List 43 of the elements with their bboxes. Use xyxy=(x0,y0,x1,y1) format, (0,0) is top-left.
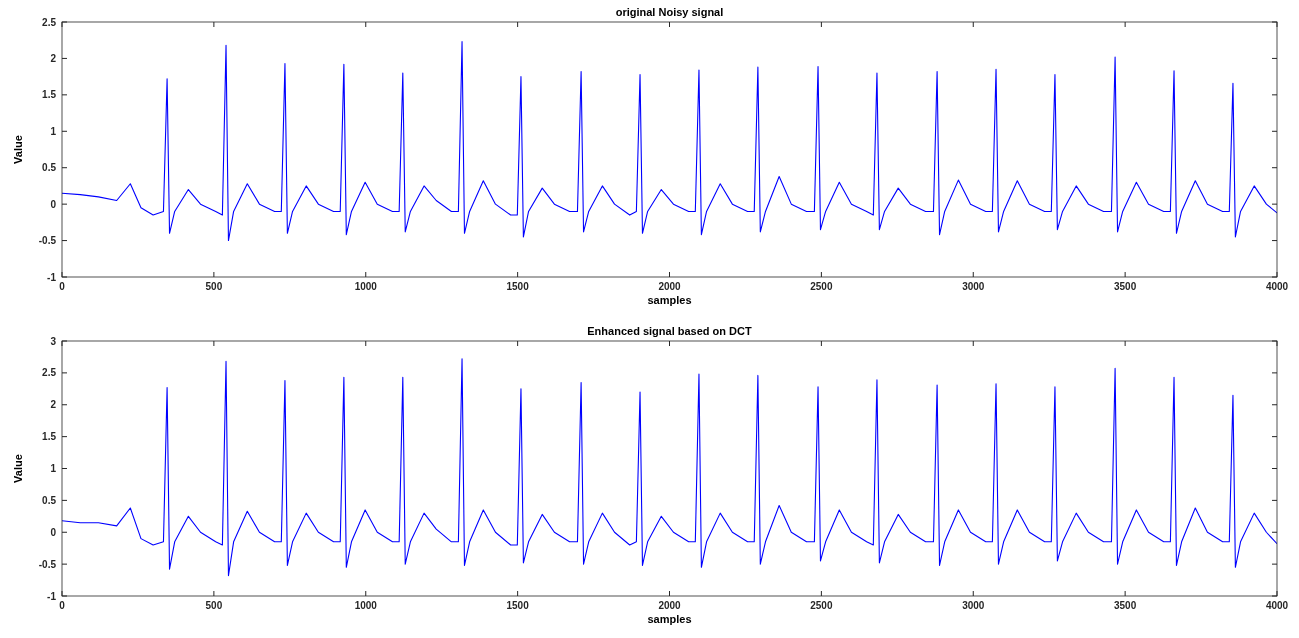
y-tick-label: -0.5 xyxy=(38,558,57,570)
y-tick-label: -0.5 xyxy=(38,235,57,247)
x-tick-label: 500 xyxy=(205,281,223,292)
y-tick-label: 2.5 xyxy=(42,16,57,28)
x-tick-label: 0 xyxy=(59,281,66,292)
y-tick-label: 1 xyxy=(50,463,57,474)
y-axis-title: Value xyxy=(12,454,24,483)
x-tick-label: 2000 xyxy=(658,600,682,611)
y-tick-label: 0.5 xyxy=(42,494,57,506)
y-tick-label: 3 xyxy=(50,335,57,347)
y-tick-label: 0 xyxy=(50,526,57,538)
y-tick-label: 2 xyxy=(50,52,57,64)
x-tick-label: 1500 xyxy=(506,600,530,611)
y-tick-label: 0 xyxy=(50,198,57,210)
y-tick-label: 1.5 xyxy=(42,89,57,101)
x-tick-label: 1000 xyxy=(354,281,378,292)
x-tick-label: 1500 xyxy=(506,281,530,292)
x-tick-label: 3000 xyxy=(962,600,985,611)
y-tick-label: 1 xyxy=(50,125,57,137)
x-tick-label: 3000 xyxy=(962,281,985,292)
y-axis-title: Value xyxy=(12,135,24,164)
x-tick-label: 3500 xyxy=(1114,281,1137,292)
x-axis-title: samples xyxy=(647,613,692,625)
x-tick-label: 4000 xyxy=(1265,600,1289,611)
x-tick-label: 500 xyxy=(205,600,223,611)
y-tick-label: 2.5 xyxy=(42,367,57,379)
chart-title: Enhanced signal based on DCT xyxy=(587,325,752,337)
y-tick-label: -1 xyxy=(47,271,57,283)
y-tick-label: -1 xyxy=(47,590,57,602)
x-tick-label: 1000 xyxy=(354,600,378,611)
x-tick-label: 2500 xyxy=(810,281,833,292)
x-tick-label: 0 xyxy=(59,600,66,611)
chart-title: original Noisy signal xyxy=(615,6,724,18)
x-tick-label: 2000 xyxy=(658,281,682,292)
line-series xyxy=(62,358,1277,577)
y-tick-label: 2 xyxy=(50,399,57,411)
x-axis-title: samples xyxy=(647,294,692,306)
x-tick-label: 3500 xyxy=(1114,600,1137,611)
x-tick-label: 4000 xyxy=(1265,281,1289,292)
y-tick-label: 0.5 xyxy=(42,162,57,174)
x-tick-label: 2500 xyxy=(810,600,833,611)
line-series xyxy=(62,41,1277,242)
y-tick-label: 1.5 xyxy=(42,431,57,443)
